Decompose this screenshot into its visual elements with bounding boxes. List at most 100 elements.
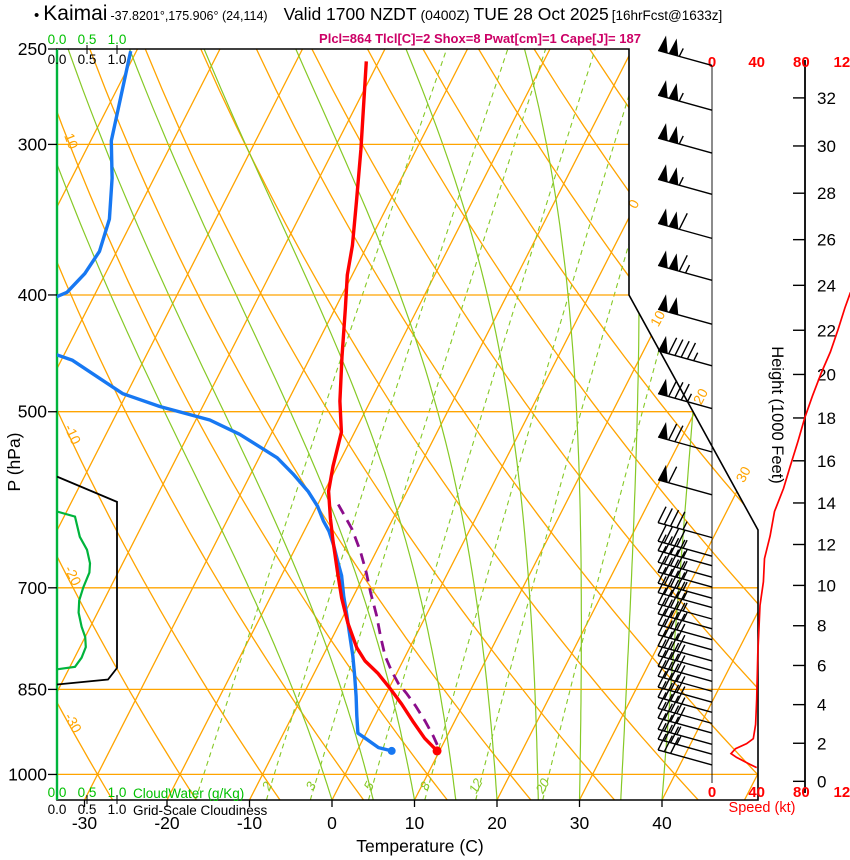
dewpoint-surface-dot [387,746,396,755]
wind-barb-full [668,337,678,355]
dry-adiabat-line [478,49,758,800]
isotherm-line [57,49,386,800]
wind-barb-pennant [658,250,668,269]
sounding-indices: Plcl=864 Tlcl[C]=2 Shox=8 Pwat[cm]=1 Cap… [319,31,641,46]
wind-barb [657,597,713,630]
height-tick-label: 6 [817,656,826,675]
dry-adiabat-line [144,49,616,800]
height-axis-title: Height (1000 Feet) [768,346,786,484]
temperature-tick-label: 0 [327,813,337,833]
pressure-tick-label: 400 [18,285,47,305]
wind-barb [657,733,713,766]
cloudwater-curve [57,510,92,671]
wind-barb-full [669,549,680,567]
wind-barb [657,722,713,755]
dry-adiabat-line [57,49,114,800]
wind-barb-half [693,352,699,362]
wind-barb [657,208,713,240]
wind-barb-full [657,639,667,656]
wind-barb-full [669,642,680,660]
wind-barb [657,680,713,713]
wind-barb-full [669,737,680,754]
wind-barb [657,422,713,453]
wind-barb-full [663,599,673,616]
wind-barb-full [669,611,680,629]
wind-barb-staff [657,49,713,67]
wind-barb-staff [657,582,713,599]
height-tick-label: 28 [817,184,836,203]
wind-barb-pennant [658,378,668,397]
wind-barb-full [663,589,673,607]
wind-barb-pennant [668,253,679,271]
wind-barb-pennant [658,294,668,312]
wind-barb-half [678,92,684,102]
wind-barb-half [682,612,688,622]
mixing-ratio-line [542,49,744,800]
wind-barb-pennant [668,167,679,185]
wind-barb-full [669,537,680,555]
wind-barb-full [657,722,667,740]
wind-barb-staff [657,571,713,588]
wind-barb-full [663,620,673,637]
wind-barb-full [669,600,680,618]
wind-barb [657,608,713,641]
wind-barb-half [682,581,688,591]
wind-barb [657,250,713,282]
pressure-axis-title: P (hPa) [4,432,24,491]
station-coordinates: -37.8201°,175.906° (24,114) [110,9,268,23]
wind-barb-full [669,674,680,691]
pressure-tick-label: 850 [18,679,47,699]
cloud-scale-tick-label: 0.5 [78,802,97,817]
isotherm-line [83,49,469,800]
wind-barb-staff [657,222,713,240]
wind-barb-full [657,701,667,719]
isotherm-line [661,49,758,800]
dry-adiabat-line [57,49,281,800]
dry-adiabat-label: -20 [61,563,85,588]
height-tick-label: 22 [817,321,836,340]
wind-barb [657,464,713,496]
speed-axis-title: Speed (kt) [729,800,796,816]
dry-adiabat-line [89,49,532,800]
wind-barb [657,566,713,599]
dry-adiabat-label: -30 [61,710,85,736]
wind-barb-full [663,703,673,721]
temperature-surface-dot [432,746,442,756]
wind-barb-full [669,528,680,546]
isotherm-label: 30 [732,463,754,484]
wind-barb-staff [657,540,713,557]
mixing-ratio-label: 3 [302,778,319,792]
mixing-ratio-label: 20 [532,775,553,796]
wind-speed-curve [729,292,850,769]
wind-barb-full [676,581,686,599]
wind-barb-full [678,254,688,272]
wind-barb-full [657,680,667,698]
dry-adiabat-label: 10 [61,131,82,151]
wind-barb-full [657,692,667,709]
wind-and-height-margin: 0246810121416182022242628303200404080801… [657,35,850,801]
moist-adiabat-line [295,49,498,800]
cloud-scale-tick-label: 0.0 [48,802,67,817]
wind-barb [657,164,713,195]
cloud-scale-tick-label: 0.0 [48,32,67,47]
wind-barb [657,35,713,67]
wind-barb-full [669,726,680,743]
isotherm-line [57,49,221,800]
cloud-scale-tick-label: 0.5 [78,785,97,800]
wind-barb [657,650,713,683]
wind-barb-pennant [658,35,668,54]
wind-barb-staff [657,717,713,734]
wind-barb-staff [657,561,713,578]
wind-barb-staff [657,624,713,641]
height-tick-label: 16 [817,452,836,471]
forecast-tag: [16hrFcst@1633z] [611,8,723,23]
dry-adiabat-line [255,49,758,800]
wind-barb-full [663,682,673,700]
wind-barb-full [657,608,667,626]
pressure-tick-label: 300 [18,134,47,154]
wind-barb [657,80,713,111]
wind-barb-half [682,591,688,600]
mixing-ratio-line [424,49,644,800]
wind-barb [657,506,713,539]
